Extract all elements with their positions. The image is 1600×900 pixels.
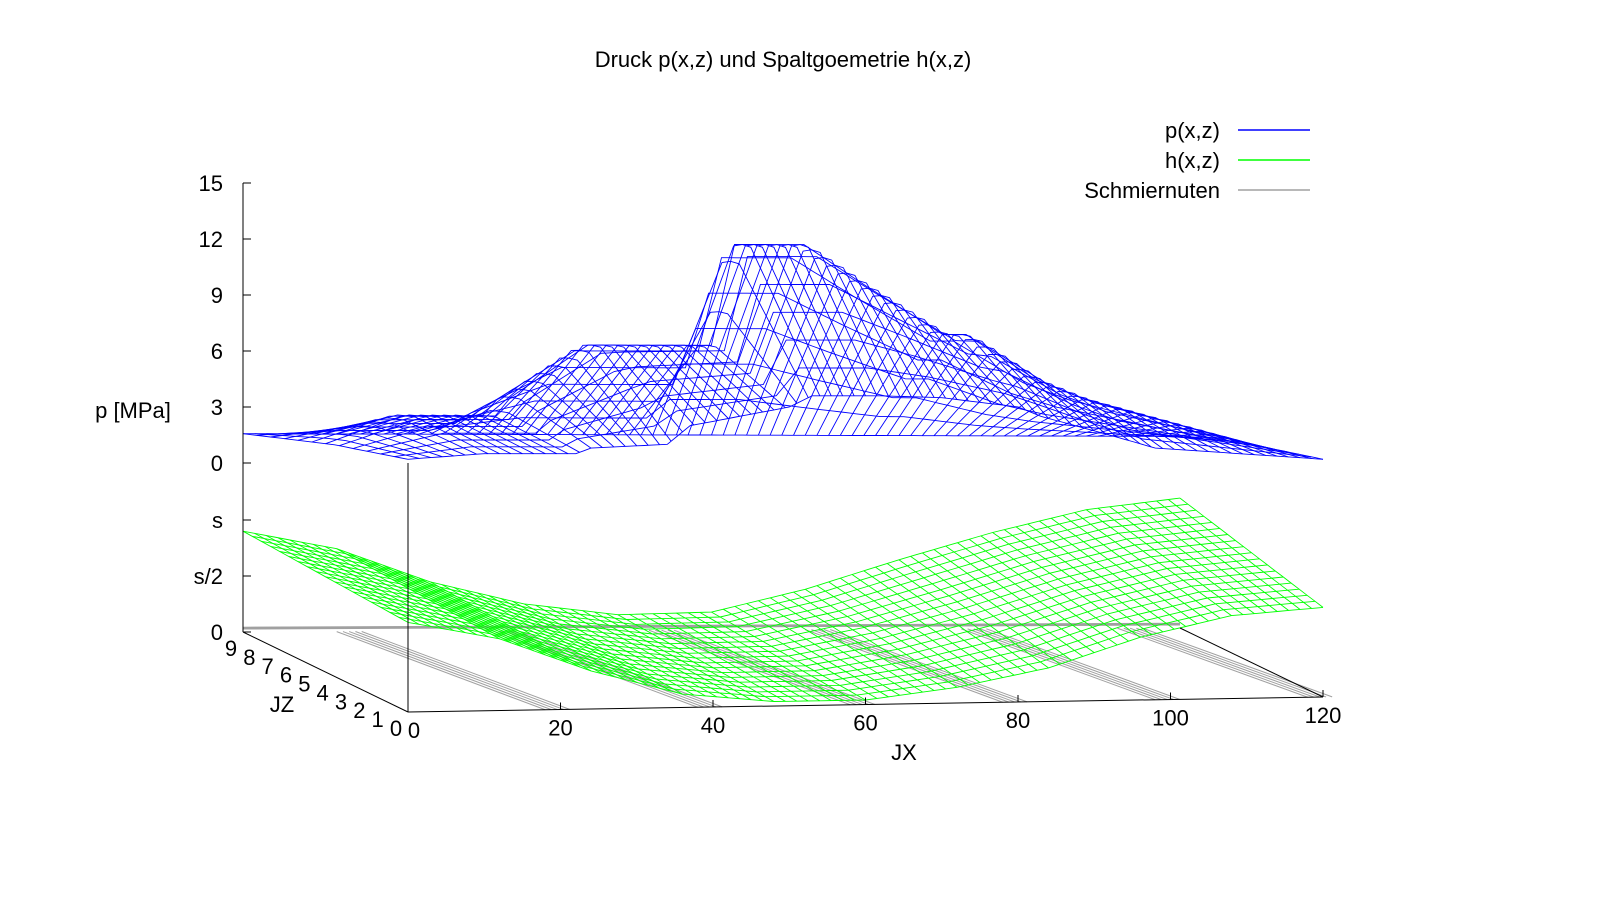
legend: p(x,z) h(x,z) Schmiernuten [1084,118,1310,203]
groove-line [361,631,570,710]
y-axis-line [242,631,409,713]
y-tick-label: 1 [372,707,384,732]
y-tick-label: 3 [335,689,347,714]
groove-line [355,631,564,710]
h-mesh-line [334,558,1260,664]
groove-line [655,629,857,706]
y-tick-label: 8 [243,645,255,670]
h-mesh-line [371,582,1292,683]
h-mesh-line [297,534,1228,645]
h-mesh-line [398,600,1316,698]
p-mesh-line [270,363,1204,440]
z-tick-label: 3 [211,395,223,420]
p-mesh-line [325,244,1252,446]
h-mesh-line [242,497,1181,616]
groove-line [336,631,546,711]
series-p [242,244,1324,460]
groove-line [986,628,1180,700]
h-mesh-line [270,515,1204,630]
groove-line [805,629,1003,703]
groove-line [1136,627,1327,698]
x-tick-label: 20 [548,716,572,741]
axes-layer [242,182,1324,713]
legend-label-grooves: Schmiernuten [1084,178,1220,203]
z-axis-label: p [MPa] [95,398,171,423]
z-tick-label: 6 [211,339,223,364]
groove-line [973,628,1168,701]
x-axis-label: JX [891,740,917,765]
x-tick-label: 60 [853,711,877,736]
h-mesh-line [389,594,1308,693]
z-tick-label: 15 [199,171,223,196]
h-mesh-line [261,509,1196,625]
p-mesh-line [256,399,1192,439]
y-tick-label: 9 [225,636,237,661]
y-tick-label: 6 [280,663,292,688]
p-mesh-line [352,283,1276,450]
right-depth-line [1179,627,1324,698]
groove-line [1129,627,1321,698]
groove-line [979,628,1174,700]
x-tick-label: 40 [701,713,725,738]
p-mesh-line [254,433,420,459]
y-axis-label: JZ [270,692,294,717]
groove-line [1123,627,1315,698]
groove-line [1117,627,1308,698]
h-mesh-line [307,540,1236,649]
z-tick-label: 0 [211,620,223,645]
x-tick-label: 80 [1006,708,1030,733]
h-mesh-line [380,588,1300,688]
groove-line [967,628,1162,701]
h-mesh-line [316,546,1244,654]
p-mesh-line [297,292,1228,443]
y-tick-label: 4 [317,680,329,705]
h-mesh-line [362,576,1284,678]
p-mesh-line [243,433,1180,437]
z-tick-label: 12 [199,227,223,252]
surfaces-layer [242,244,1333,711]
h-mesh-line [279,521,1212,635]
y-tick-label: 7 [262,654,274,679]
y-tick-label: 0 [390,716,402,741]
groove-line [817,629,1016,703]
x-tick-label: 100 [1152,706,1189,731]
p-mesh-line [284,328,1216,442]
p-mesh-line [875,333,1026,436]
groove-line [342,631,552,711]
z-tick-label: s [212,508,223,533]
h-mesh-line [288,527,1220,640]
y-tick-label: 2 [353,698,365,723]
z-tick-label: 0 [211,451,223,476]
x-tick-label: 0 [408,718,420,743]
h-mesh-line [343,564,1268,669]
p-mesh-line [407,395,1324,460]
legend-label-p: p(x,z) [1165,118,1220,143]
groove-line [349,631,558,711]
h-mesh-line [352,570,1276,674]
p-mesh-line [339,256,1264,448]
legend-entry-grooves: Schmiernuten [1084,178,1310,203]
z-tick-label: 9 [211,283,223,308]
p-mesh-line [380,339,1300,455]
y-tick-label: 5 [298,672,310,697]
p-mesh-line [394,367,1312,458]
chart-title: Druck p(x,z) und Spaltgoemetrie h(x,z) [595,47,972,72]
p-mesh-line [366,311,1288,453]
legend-entry-h: h(x,z) [1165,148,1310,173]
z-tick-label: s/2 [194,564,223,589]
groove-line [1142,627,1333,698]
series-h [242,497,1324,702]
h-mesh-line [325,552,1252,659]
legend-entry-p: p(x,z) [1165,118,1310,143]
legend-label-h: h(x,z) [1165,148,1220,173]
x-tick-label: 120 [1305,703,1342,728]
